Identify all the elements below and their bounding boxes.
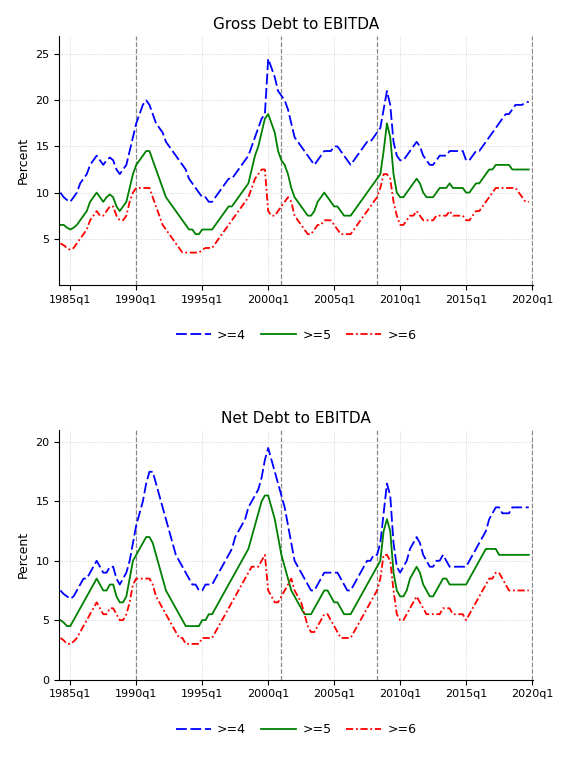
>=6 [251, 562, 258, 572]
>=5 [251, 521, 258, 530]
Line: >=4: >=4 [60, 448, 529, 599]
>=4 [57, 586, 64, 595]
>=4 [67, 198, 74, 207]
>=6 [179, 248, 186, 257]
>=4 [182, 165, 189, 174]
>=5 [96, 192, 103, 201]
>=4 [77, 580, 84, 589]
Legend: >=4, >=5, >=6: >=4, >=5, >=6 [171, 718, 422, 741]
>=5 [64, 622, 71, 631]
>=4 [77, 179, 84, 188]
>=5 [182, 622, 189, 631]
>=5 [271, 128, 278, 137]
>=5 [265, 109, 272, 119]
>=6 [100, 610, 107, 619]
>=5 [218, 592, 225, 601]
>=6 [271, 211, 278, 220]
>=5 [251, 151, 258, 160]
>=6 [262, 550, 268, 559]
>=4 [100, 568, 107, 577]
>=6 [74, 239, 80, 248]
>=4 [57, 188, 64, 197]
>=6 [526, 586, 532, 595]
>=6 [271, 598, 278, 607]
Line: >=5: >=5 [60, 114, 529, 234]
Line: >=5: >=5 [60, 496, 529, 626]
Legend: >=4, >=5, >=6: >=4, >=5, >=6 [171, 324, 422, 347]
>=5 [100, 586, 107, 595]
Line: >=4: >=4 [60, 59, 529, 202]
>=5 [74, 220, 80, 230]
>=5 [218, 211, 225, 220]
>=4 [251, 491, 258, 500]
>=4 [218, 562, 225, 572]
>=6 [77, 628, 84, 637]
Y-axis label: Percent: Percent [17, 137, 30, 184]
>=4 [100, 160, 107, 169]
>=6 [526, 198, 532, 207]
>=4 [218, 183, 225, 192]
>=5 [77, 603, 84, 613]
>=5 [271, 515, 278, 524]
>=5 [526, 165, 532, 174]
>=4 [526, 97, 532, 106]
>=4 [271, 467, 278, 477]
>=6 [182, 639, 189, 648]
Line: >=6: >=6 [60, 169, 529, 252]
>=6 [57, 239, 64, 248]
>=6 [251, 174, 258, 183]
Y-axis label: Percent: Percent [17, 531, 30, 578]
Line: >=6: >=6 [60, 555, 529, 644]
>=4 [182, 568, 189, 577]
>=6 [64, 639, 71, 648]
>=5 [526, 550, 532, 559]
>=5 [192, 230, 199, 239]
>=5 [57, 220, 64, 230]
>=5 [179, 216, 186, 225]
>=4 [67, 594, 74, 603]
>=5 [57, 616, 64, 625]
>=6 [258, 165, 265, 174]
>=5 [262, 491, 268, 500]
>=4 [265, 54, 272, 63]
>=4 [526, 503, 532, 512]
>=6 [57, 633, 64, 642]
Title: Net Debt to EBITDA: Net Debt to EBITDA [221, 411, 371, 426]
>=6 [218, 616, 225, 625]
>=6 [96, 211, 103, 220]
>=4 [271, 73, 278, 82]
>=6 [218, 230, 225, 239]
>=6 [182, 248, 189, 257]
Title: Gross Debt to EBITDA: Gross Debt to EBITDA [213, 17, 379, 32]
>=4 [251, 133, 258, 142]
>=4 [265, 443, 272, 452]
